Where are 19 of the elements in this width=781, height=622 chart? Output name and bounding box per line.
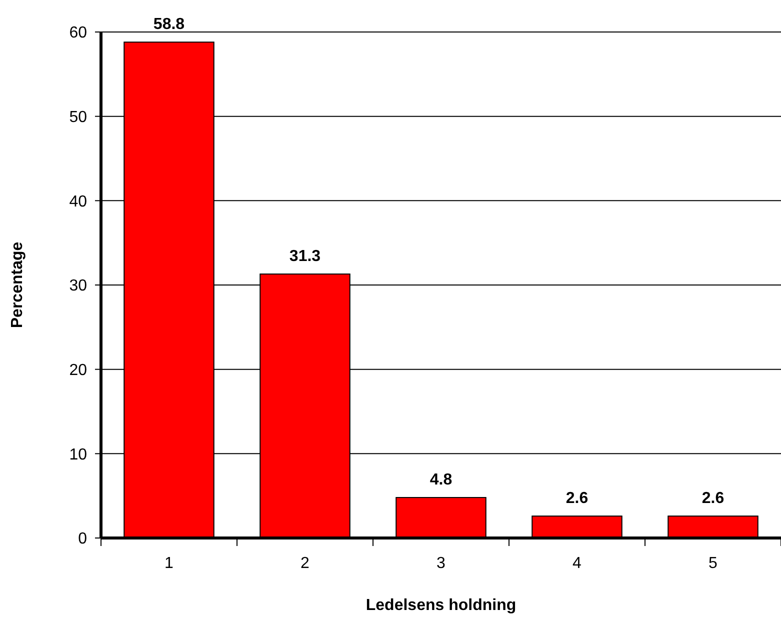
- y-tick-label: 40: [69, 193, 88, 210]
- data-label: 31.3: [289, 248, 321, 266]
- y-tick-label: 0: [78, 530, 88, 548]
- x-tick-label: 5: [708, 555, 718, 572]
- x-axis-title: Ledelsens holdning: [366, 597, 516, 614]
- x-tick-label: 4: [572, 555, 582, 572]
- x-tick-label: 3: [436, 555, 446, 572]
- x-tick-label: 1: [164, 555, 174, 572]
- y-tick-label: 30: [69, 278, 88, 295]
- data-label: 4.8: [430, 472, 452, 489]
- y-axis-title: Percentage: [9, 242, 26, 328]
- y-tick-label: 60: [69, 24, 88, 42]
- y-tick-label: 10: [69, 446, 88, 464]
- data-label: 58.8: [153, 16, 185, 34]
- y-tick-label: 50: [69, 108, 88, 126]
- data-label: 2.6: [702, 490, 724, 508]
- x-tick-label: 2: [300, 555, 310, 572]
- data-label: 2.6: [566, 490, 588, 508]
- y-tick-label: 20: [69, 362, 88, 379]
